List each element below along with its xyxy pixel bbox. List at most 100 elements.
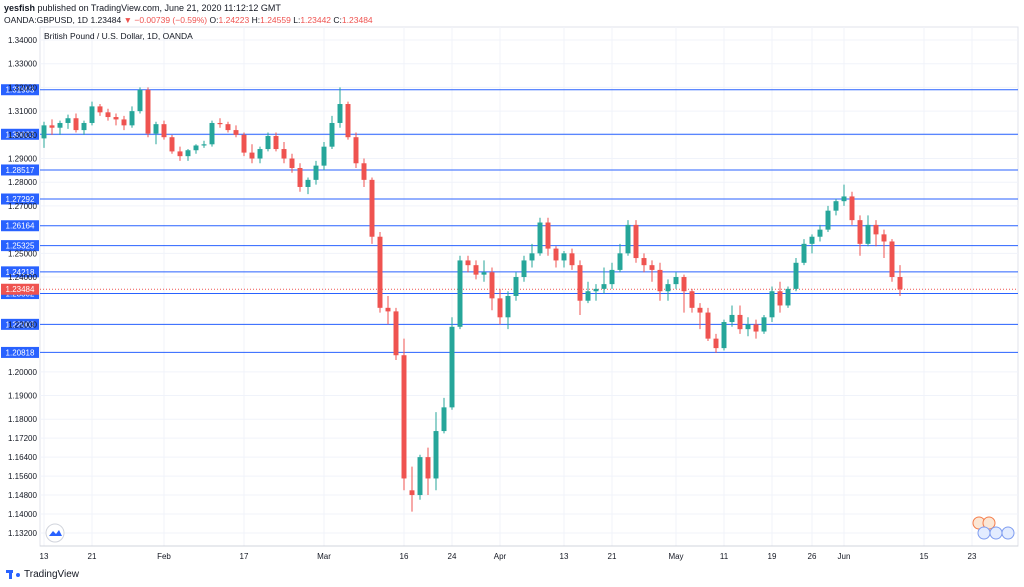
candle-body: [337, 104, 343, 123]
level-price-tag: [1, 346, 39, 358]
candle-body: [665, 284, 671, 292]
candle: [297, 163, 303, 192]
candle-body: [145, 89, 151, 134]
candle: [169, 134, 175, 154]
candle: [777, 281, 783, 313]
y-tick-label: 1.19000: [8, 392, 37, 401]
price-axis[interactable]: 1.34000 1.33000 1.32000 1.31000 1.30000 1.290…: [8, 36, 37, 538]
dividend-event-icons[interactable]: [972, 516, 1015, 540]
candle-body: [345, 104, 351, 138]
candle-body: [793, 262, 799, 289]
candle: [377, 231, 383, 313]
candle: [553, 246, 559, 268]
candle: [513, 272, 519, 301]
open-value: 1.24223: [218, 15, 250, 25]
candle-body: [161, 124, 167, 138]
candle: [681, 274, 687, 313]
candle-body: [553, 248, 559, 261]
candle: [753, 319, 759, 339]
candle-body: [241, 134, 247, 153]
candle: [313, 160, 319, 185]
y-tick-label: 1.24000: [8, 273, 37, 282]
candle-body: [201, 144, 207, 146]
support-resistance-levels: 1.31903 1.30023 1.28517 1.27292 1.26164 1.253…: [1, 84, 1018, 358]
candle-body: [817, 229, 823, 237]
candle: [81, 120, 87, 135]
candle: [489, 267, 495, 311]
candle-body: [281, 149, 287, 159]
y-tick-label: 1.33000: [8, 60, 37, 69]
candle: [609, 262, 615, 289]
candle: [177, 146, 183, 161]
tradingview-brand: TradingView: [24, 569, 80, 580]
candle: [625, 220, 631, 256]
y-tick-label: 1.30000: [8, 131, 37, 140]
candle-body: [129, 111, 135, 126]
last-price-tag: [1, 283, 39, 295]
candle-body: [329, 122, 335, 147]
candle-body: [737, 314, 743, 330]
candle: [521, 255, 527, 282]
candle-body: [753, 324, 759, 332]
candle-body: [305, 179, 311, 187]
candle: [113, 113, 119, 126]
candle: [729, 305, 735, 327]
candle-body: [465, 260, 471, 266]
level-price-label: 1.24218: [6, 268, 35, 277]
candle: [793, 258, 799, 292]
candle-body: [473, 265, 479, 275]
candle-body: [569, 253, 575, 266]
candle-body: [865, 224, 871, 244]
tradingview-cloud-icon[interactable]: [45, 523, 65, 543]
candle-body: [385, 307, 391, 312]
candle-body: [457, 260, 463, 327]
candle: [561, 250, 567, 268]
candle: [897, 265, 903, 296]
candle-body: [705, 312, 711, 339]
y-tick-label: 1.18000: [8, 415, 37, 424]
tradingview-logo[interactable]: TradingView: [6, 569, 79, 580]
candle: [841, 184, 847, 206]
candle-body: [777, 291, 783, 306]
y-tick-label: 1.16400: [8, 453, 37, 462]
candle-body: [401, 355, 407, 479]
candle-body: [217, 122, 223, 125]
candle-body: [481, 272, 487, 275]
candle: [545, 217, 551, 256]
candle-body: [505, 295, 511, 318]
candle-body: [625, 224, 631, 254]
candle-body: [545, 222, 551, 249]
candle-body: [105, 112, 111, 118]
candle: [425, 447, 431, 496]
candle-body: [721, 322, 727, 349]
candle-body: [689, 291, 695, 308]
candle-body: [649, 265, 655, 270]
candle-body: [673, 277, 679, 285]
candle-body: [433, 431, 439, 479]
time-axis[interactable]: 13 21 Feb 17 Mar 16 24 Apr 13 21 May 11 19 26 Jun 15 23: [40, 545, 1018, 561]
candle: [881, 229, 887, 259]
candle-body: [825, 210, 831, 230]
y-tick-label: 1.15600: [8, 472, 37, 481]
candle-body: [841, 196, 847, 202]
down-arrow-icon: ▼: [123, 15, 132, 25]
grid: [39, 26, 1019, 547]
candle-body: [113, 117, 119, 120]
y-tick-label: 1.14800: [8, 491, 37, 500]
x-tick-label: 13: [560, 552, 569, 561]
candle: [273, 132, 279, 152]
author-name[interactable]: yesfish: [4, 3, 36, 13]
level-price-label: 1.28517: [6, 166, 35, 175]
candle: [529, 243, 535, 268]
candle: [873, 220, 879, 247]
candle: [569, 248, 575, 270]
x-tick-label: 23: [968, 552, 977, 561]
y-tick-label: 1.28000: [8, 178, 37, 187]
candle: [193, 144, 199, 154]
candle: [249, 144, 255, 164]
y-tick-label: 1.20000: [8, 368, 37, 377]
y-tick-label: 1.27000: [8, 202, 37, 211]
x-tick-label: 11: [720, 552, 729, 561]
x-tick-label: 24: [448, 552, 457, 561]
